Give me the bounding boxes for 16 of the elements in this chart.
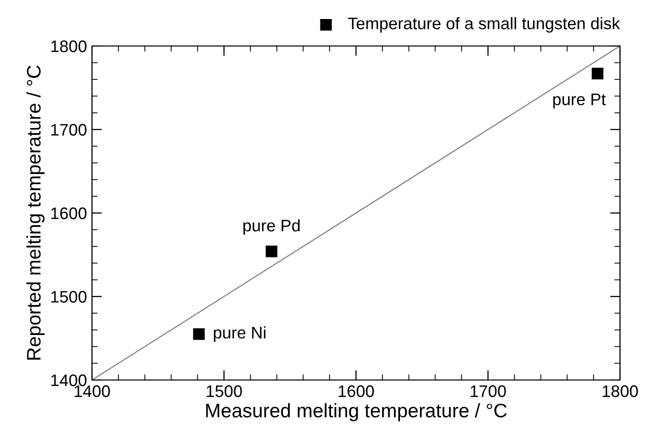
y-tick-label: 1800 (51, 40, 86, 52)
annotation: pure Pd (243, 219, 300, 235)
y-tick-label: 1500 (51, 290, 86, 303)
x-tick-label: 1600 (338, 385, 374, 398)
annotation: pure Pt (553, 94, 606, 109)
x-axis-title: Measured melting temperature / °C (206, 403, 507, 422)
y-tick-label: 1400 (51, 374, 86, 386)
x-tick-label: 1700 (470, 385, 506, 398)
y-axis-title: Reported melting temperature / °C (26, 66, 45, 360)
y-tick-label: 1700 (51, 124, 86, 136)
x-tick-label: 1800 (602, 385, 638, 398)
legend-label: Temperature of a small tungsten disk (348, 17, 620, 33)
y-tick-label: 1600 (51, 207, 86, 220)
annotation: pure Ni (214, 326, 266, 342)
x-tick-label: 1500 (206, 385, 242, 398)
x-tick-label: 1400 (74, 385, 110, 398)
